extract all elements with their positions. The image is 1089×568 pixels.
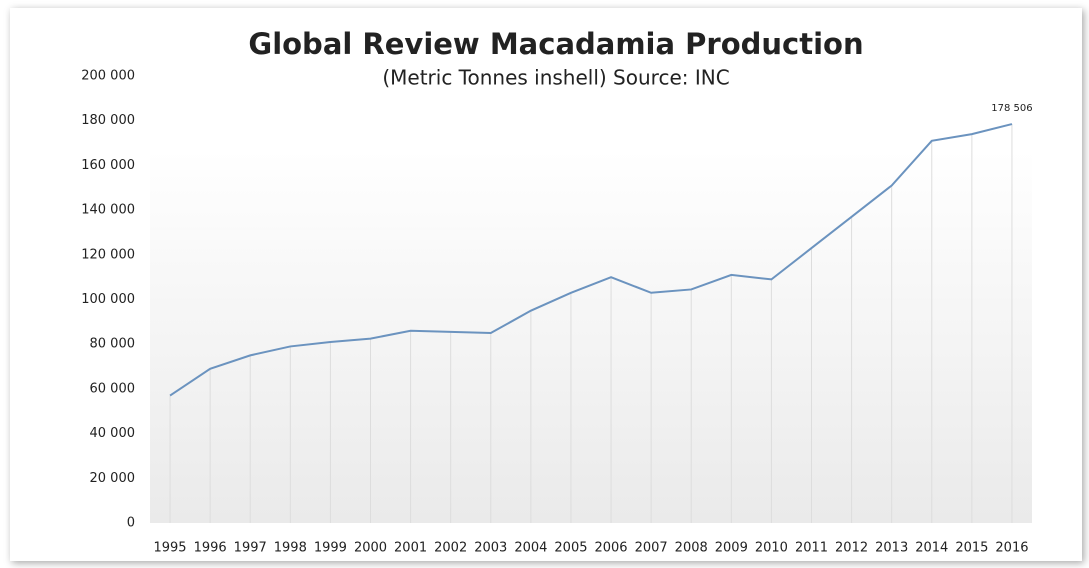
y-tick-label: 100 000 [81, 292, 135, 307]
y-tick-label: 80 000 [90, 337, 136, 352]
y-tick-label: 200 000 [81, 69, 135, 84]
chart-title: Global Review Macadamia Production [248, 27, 863, 61]
x-tick-label: 2000 [354, 541, 387, 556]
y-tick-label: 140 000 [81, 203, 135, 218]
x-tick-label: 1996 [194, 541, 227, 556]
x-tick-label: 1997 [234, 541, 267, 556]
x-tick-label: 2006 [594, 541, 627, 556]
y-tick-label: 160 000 [81, 158, 135, 173]
line-series [169, 123, 1013, 397]
x-tick-label: 2011 [795, 541, 828, 556]
y-tick-label: 60 000 [90, 381, 136, 396]
plot-background [150, 150, 1032, 523]
x-tick-label: 2012 [835, 541, 868, 556]
y-tick-label: 120 000 [81, 247, 135, 262]
y-tick-label: 0 [127, 516, 135, 531]
y-tick-label: 180 000 [81, 113, 135, 128]
x-tick-label: 2016 [995, 541, 1028, 556]
x-tick-label: 2015 [955, 541, 988, 556]
chart-subtitle: (Metric Tonnes inshell) Source: INC [382, 66, 729, 90]
x-tick-label: 2008 [675, 541, 708, 556]
y-tick-label: 20 000 [90, 471, 136, 486]
x-tick-label: 2007 [635, 541, 668, 556]
x-tick-label: 2001 [394, 541, 427, 556]
x-tick-label: 1995 [153, 541, 186, 556]
x-tick-label: 2013 [875, 541, 908, 556]
x-tick-label: 2010 [755, 541, 788, 556]
x-tick-label: 1999 [314, 541, 347, 556]
x-tick-label: 2004 [514, 541, 547, 556]
x-tick-label: 2009 [715, 541, 748, 556]
data-label: 178 506 [991, 103, 1032, 114]
y-tick-label: 40 000 [90, 426, 136, 441]
x-tick-label: 2014 [915, 541, 948, 556]
x-tick-label: 2003 [474, 541, 507, 556]
x-tick-label: 2005 [554, 541, 587, 556]
x-tick-label: 2002 [434, 541, 467, 556]
x-tick-label: 1998 [274, 541, 307, 556]
